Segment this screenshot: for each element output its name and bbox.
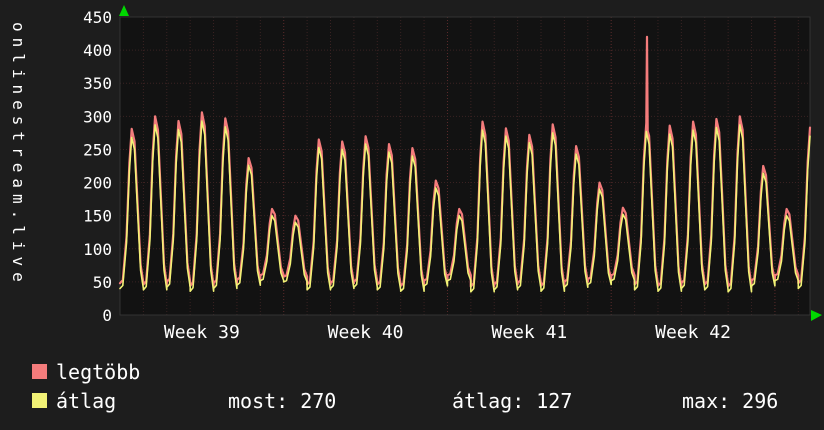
stat-atlag: átlag: 127: [452, 390, 572, 412]
stat-max: max: 296: [682, 390, 778, 412]
x-week-label: Week 41: [491, 322, 567, 343]
series-line-legtobb: [118, 35, 812, 288]
stat-most-value: 270: [300, 389, 337, 413]
stat-atlag-label: átlag:: [452, 389, 525, 413]
series-line-atlag: [119, 120, 811, 293]
stat-max-value: 296: [742, 389, 779, 413]
legend-swatch-legtobb: [32, 364, 47, 379]
legend-label-legtobb: legtöbb: [56, 360, 141, 384]
stat-atlag-value: 127: [536, 389, 573, 413]
y-axis-arrow-icon: [119, 5, 129, 16]
x-axis-arrow-icon: [811, 310, 822, 321]
legend-swatch-atlag: [32, 393, 47, 408]
y-tick-label: 450: [83, 8, 112, 27]
stat-most: most: 270: [228, 390, 336, 412]
y-tick-label: 250: [83, 140, 112, 159]
y-tick-label: 0: [102, 306, 112, 325]
y-tick-label: 350: [83, 74, 112, 93]
traffic-chart: 0 50 100 150 200 250 300 350 400 450 Week 39 Week 4…: [83, 5, 822, 343]
y-tick-label: 150: [83, 207, 112, 226]
y-tick-label: 300: [83, 107, 112, 126]
y-tick-label: 100: [83, 240, 112, 259]
y-tick-label: 400: [83, 41, 112, 60]
stat-most-label: most:: [228, 389, 289, 413]
legend-label-atlag: átlag: [56, 389, 117, 413]
x-week-label: Week 39: [164, 322, 240, 343]
stat-max-label: max:: [682, 389, 731, 413]
x-week-label: Week 40: [328, 322, 404, 343]
plot-frame: [119, 16, 811, 316]
y-tick-label: 200: [83, 174, 112, 193]
y-tick-label: 50: [93, 273, 112, 292]
x-week-label: Week 42: [655, 322, 731, 343]
